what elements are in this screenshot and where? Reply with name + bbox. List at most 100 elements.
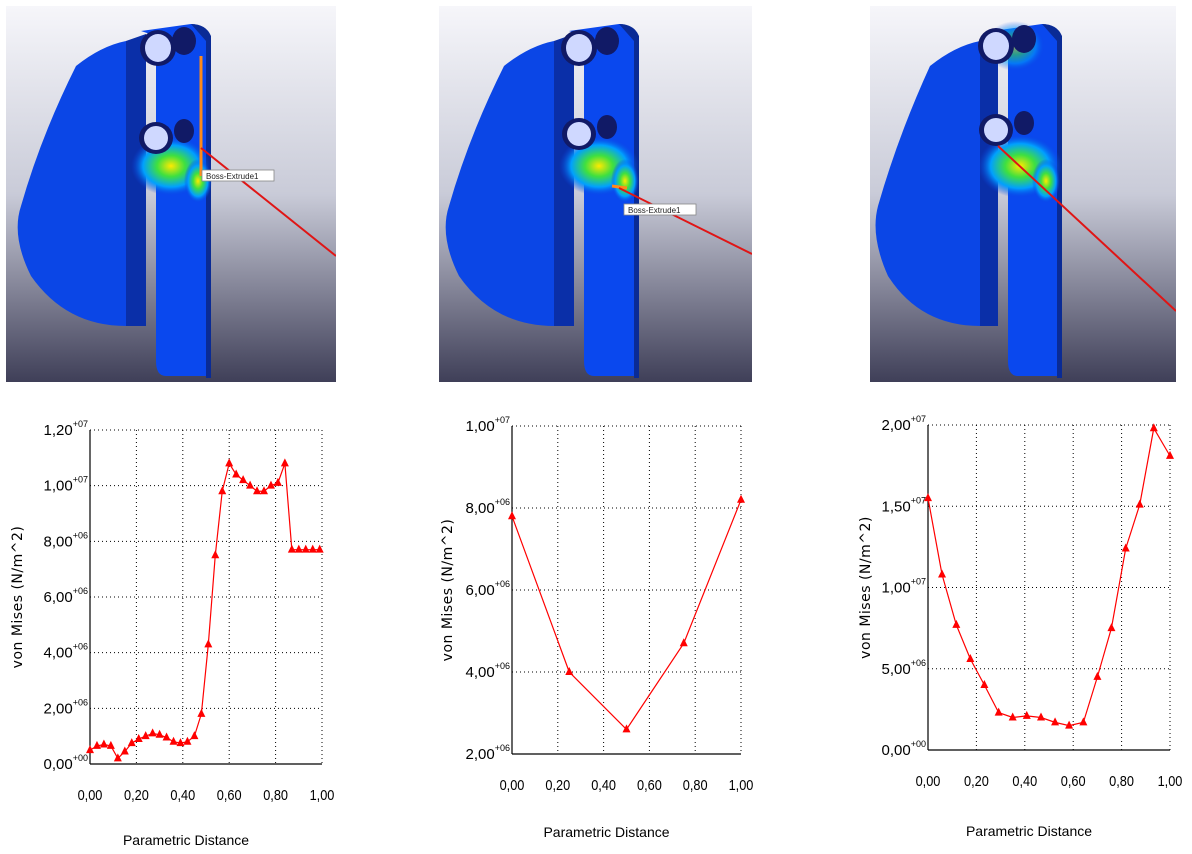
data-point: [280, 458, 289, 467]
y-tick-exponent: +06: [495, 579, 510, 589]
x-tick-label: 0,40: [591, 776, 616, 793]
data-point: [308, 544, 317, 553]
data-point: [204, 639, 213, 648]
y-tick-label: 6,00+06: [466, 579, 510, 599]
y-tick-label: 6,00+06: [44, 586, 88, 606]
data-point: [197, 708, 206, 717]
y-tick-label: 4,00+06: [44, 642, 88, 662]
data-point: [1121, 543, 1130, 552]
data-point: [260, 486, 268, 495]
data-point: [246, 480, 255, 489]
data-point: [1022, 710, 1031, 719]
data-point: [99, 739, 108, 748]
fea-model-render-3: [870, 6, 1176, 382]
data-point: [155, 729, 164, 738]
data-point: [86, 745, 94, 754]
data-point: [1107, 623, 1116, 632]
y-tick-label: 1,00+07: [44, 475, 88, 495]
x-tick-label: 0,20: [545, 776, 570, 793]
y-tick-base: 1,00: [466, 418, 495, 435]
y-tick-label: 2,00+06: [44, 697, 88, 717]
data-point: [141, 731, 150, 740]
y-axis-label: von Mises (N/m^2): [440, 519, 456, 662]
data-point: [120, 746, 129, 755]
data-point: [218, 486, 227, 495]
y-tick-base: 1,00: [44, 478, 73, 495]
y-tick-base: 1,50: [882, 498, 911, 515]
y-axis-label: von Mises (N/m^2): [858, 516, 874, 659]
model-view-3: [870, 6, 1176, 382]
data-point: [994, 707, 1003, 716]
y-tick-label: 1,50+07: [882, 495, 926, 515]
x-tick-label: 0,80: [263, 786, 288, 803]
data-point: [1166, 450, 1174, 459]
y-tick-exponent: +06: [73, 530, 88, 540]
chart-3: 0,00 0,20 0,40 0,60 0,80 1,00 0,00+00 5,00+06 1,…: [850, 398, 1192, 854]
series-line: [89, 461, 320, 760]
data-point: [127, 738, 136, 747]
y-tick-exponent: +06: [73, 697, 88, 707]
y-tick-label: 8,00+06: [44, 530, 88, 550]
data-point: [301, 544, 310, 553]
fea-model-render-1: Boss-Extrude1: [6, 6, 336, 382]
y-tick-label: 5,00+06: [882, 658, 926, 678]
y-tick-label: 1,00+07: [466, 415, 510, 435]
data-point: [273, 477, 282, 486]
y-tick-exponent: +06: [73, 586, 88, 596]
data-point: [287, 544, 296, 553]
data-point: [924, 493, 932, 502]
y-tick-exponent: +07: [495, 415, 510, 425]
model-view-2: Boss-Extrude1: [439, 6, 752, 382]
x-tick-label: 0,40: [1012, 772, 1037, 789]
data-point: [162, 732, 171, 741]
y-tick-exponent: +06: [495, 497, 510, 507]
x-axis-label: Parametric Distance: [123, 832, 249, 848]
model-view-1: Boss-Extrude1: [6, 6, 336, 382]
chart-svg-2: 0,00 0,20 0,40 0,60 0,80 1,002,00+064,00+066,…: [440, 415, 754, 840]
data-point: [966, 654, 975, 662]
data-point: [225, 458, 234, 467]
y-tick-label: 4,00+06: [466, 661, 510, 681]
chart-2: 0,00 0,20 0,40 0,60 0,80 1,00 2,00+06 4,00+06 6,…: [430, 398, 770, 854]
y-tick-exponent: +07: [911, 577, 926, 587]
y-tick-base: 0,00: [44, 756, 73, 773]
data-point: [508, 511, 516, 520]
x-tick-label: 1,00: [729, 776, 754, 793]
x-axis-label: Parametric Distance: [543, 824, 669, 840]
data-point: [980, 680, 989, 688]
x-tick-label: 0,00: [78, 786, 103, 803]
data-point: [315, 544, 324, 553]
y-tick-base: 5,00: [882, 661, 911, 678]
x-tick-label: 0,00: [916, 772, 941, 789]
data-point: [1135, 499, 1144, 508]
x-axis-label: Parametric Distance: [966, 823, 1092, 839]
y-tick-exponent: +06: [495, 743, 510, 753]
data-point: [952, 619, 961, 628]
y-tick-base: 8,00: [44, 533, 73, 550]
y-axis-label: von Mises (N/m^2): [10, 526, 26, 669]
y-tick-base: 2,00: [44, 700, 73, 717]
chart-svg-3: 0,00 0,20 0,40 0,60 0,80 1,000,00+005,00+061,…: [858, 414, 1183, 839]
data-point: [176, 738, 185, 747]
y-tick-exponent: +06: [911, 658, 926, 668]
x-tick-label: 1,00: [310, 786, 335, 803]
x-tick-label: 0,80: [1109, 772, 1134, 789]
y-tick-base: 4,00: [44, 645, 73, 662]
data-point: [113, 753, 122, 762]
data-point: [294, 544, 303, 553]
data-point: [622, 724, 631, 733]
data-point: [565, 667, 574, 675]
y-tick-label: 1,20+07: [44, 419, 88, 439]
y-tick-label: 0,00+00: [882, 739, 926, 759]
y-tick-exponent: +06: [73, 642, 88, 652]
y-tick-base: 4,00: [466, 664, 495, 681]
data-point: [239, 475, 248, 484]
y-tick-exponent: +06: [495, 661, 510, 671]
x-tick-label: 0,80: [683, 776, 708, 793]
callout-label-1: Boss-Extrude1: [206, 172, 259, 181]
x-tick-label: 0,60: [637, 776, 662, 793]
y-tick-exponent: +07: [911, 495, 926, 505]
y-tick-base: 2,00: [882, 417, 911, 434]
data-point: [190, 731, 199, 740]
y-tick-base: 6,00: [44, 589, 73, 606]
